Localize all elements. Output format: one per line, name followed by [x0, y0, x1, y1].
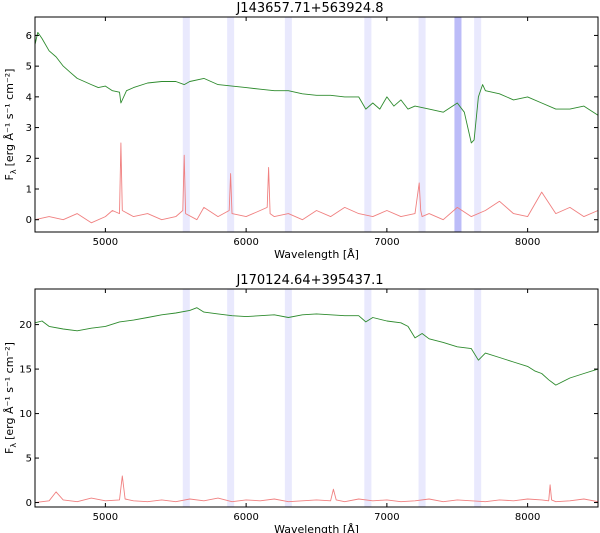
wavelength-band	[364, 17, 372, 232]
y-tick-label: 10	[19, 409, 32, 420]
panel-2-y-axis-unit: [erg Å⁻¹ s⁻¹ cm⁻²]	[3, 342, 16, 440]
y-tick-label: 20	[19, 320, 32, 331]
x-tick-label: 6000	[233, 237, 258, 248]
spectrum-panel-1: J143657.71+563924.8 5000 6000 7000 8000 0 1 2 3…	[3, 1, 599, 261]
y-tick-label: 5	[26, 62, 32, 73]
wavelength-band	[227, 17, 235, 232]
y-tick-label: 4	[26, 92, 32, 103]
x-tick-label: 5000	[93, 237, 118, 248]
x-tick-label: 8000	[515, 237, 540, 248]
residual-line	[34, 475, 599, 504]
panel-2-series	[34, 307, 599, 504]
wavelength-band	[227, 289, 235, 507]
wavelength-band	[364, 289, 372, 507]
spectrum-flux-line	[34, 31, 599, 144]
panel-2-x-axis-label: Wavelength [Å]	[274, 523, 359, 533]
x-tick-label: 6000	[233, 512, 258, 523]
wavelength-band	[454, 17, 462, 232]
spectrum-panel-2: J170124.64+395437.1 5000 6000 7000 8000 0 5 10…	[3, 273, 599, 533]
x-tick-label: 7000	[374, 512, 399, 523]
panel-2-frame	[34, 288, 599, 508]
x-tick-label: 8000	[515, 512, 540, 523]
y-tick-label: 1	[26, 185, 32, 196]
wavelength-band	[182, 17, 190, 232]
y-tick-label: 15	[19, 365, 32, 376]
y-tick-label: 0	[26, 215, 32, 226]
y-tick-label: 2	[26, 154, 32, 165]
panel-1-y-axis-label: Fλ [erg Å⁻¹ s⁻¹ cm⁻²]	[3, 69, 18, 181]
x-tick-label: 5000	[93, 512, 118, 523]
panel-2-bands	[182, 289, 482, 507]
panel-1-series	[34, 31, 599, 224]
y-tick-label: 5	[26, 454, 32, 465]
residual-line	[34, 142, 599, 224]
wavelength-band	[474, 289, 482, 507]
wavelength-band	[418, 17, 426, 232]
spectrum-flux-line	[34, 307, 599, 386]
panel-1-frame	[34, 16, 599, 233]
x-tick-label: 7000	[374, 237, 399, 248]
wavelength-band	[284, 17, 292, 232]
wavelength-band	[474, 17, 482, 232]
panel-1-title: J143657.71+563924.8	[235, 1, 383, 16]
panel-2-y-axis-subscript: λ	[9, 443, 18, 448]
panel-2-y-axis-symbol: F	[3, 448, 16, 454]
panel-1-y-axis-subscript: λ	[9, 169, 18, 174]
panel-1-x-axis-label: Wavelength [Å]	[274, 248, 359, 261]
panel-1-ticks: 5000 6000 7000 8000 0 1 2 3 4 5 6	[26, 17, 598, 248]
y-tick-label: 3	[26, 123, 32, 134]
y-tick-label: 0	[26, 498, 32, 509]
panel-2-title: J170124.64+395437.1	[235, 273, 383, 288]
panel-1-bands	[182, 17, 482, 232]
y-tick-label: 6	[26, 31, 32, 42]
panel-2-ticks: 5000 6000 7000 8000 0 5 10 15 20	[19, 289, 598, 523]
wavelength-band	[418, 289, 426, 507]
panel-1-y-axis-symbol: F	[3, 174, 16, 180]
panel-2-y-axis-label: Fλ [erg Å⁻¹ s⁻¹ cm⁻²]	[3, 342, 18, 454]
wavelength-band	[182, 289, 190, 507]
wavelength-band	[284, 289, 292, 507]
panel-1-y-axis-unit: [erg Å⁻¹ s⁻¹ cm⁻²]	[3, 69, 16, 167]
